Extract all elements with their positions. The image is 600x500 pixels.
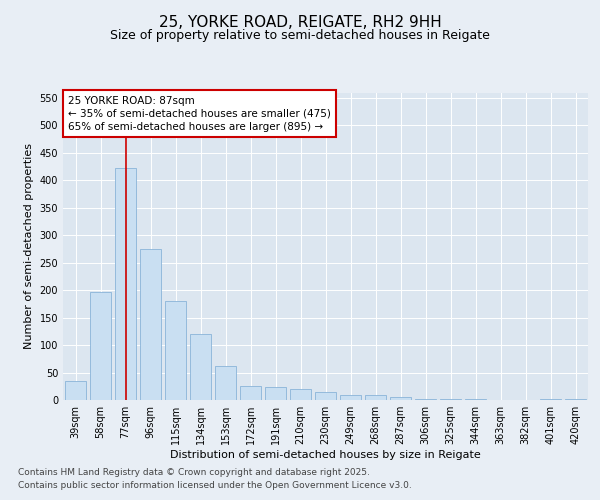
Bar [240,386,261,400]
Bar [165,300,186,400]
Bar [265,388,286,400]
Bar [65,381,86,400]
Bar [415,399,436,400]
Text: 25, YORKE ROAD, REIGATE, RH2 9HH: 25, YORKE ROAD, REIGATE, RH2 9HH [158,15,442,30]
Text: Size of property relative to semi-detached houses in Reigate: Size of property relative to semi-detach… [110,28,490,42]
Bar [315,392,336,400]
Text: Contains HM Land Registry data © Crown copyright and database right 2025.: Contains HM Land Registry data © Crown c… [18,468,370,477]
Bar [365,395,386,400]
Bar [215,366,236,400]
Bar [390,398,411,400]
Y-axis label: Number of semi-detached properties: Number of semi-detached properties [24,143,34,349]
Bar [115,168,136,400]
Bar [90,292,111,400]
Text: Contains public sector information licensed under the Open Government Licence v3: Contains public sector information licen… [18,480,412,490]
Bar [140,249,161,400]
Bar [190,334,211,400]
Bar [290,389,311,400]
Bar [340,394,361,400]
Text: 25 YORKE ROAD: 87sqm
← 35% of semi-detached houses are smaller (475)
65% of semi: 25 YORKE ROAD: 87sqm ← 35% of semi-detac… [68,96,331,132]
X-axis label: Distribution of semi-detached houses by size in Reigate: Distribution of semi-detached houses by … [170,450,481,460]
Bar [440,399,461,400]
